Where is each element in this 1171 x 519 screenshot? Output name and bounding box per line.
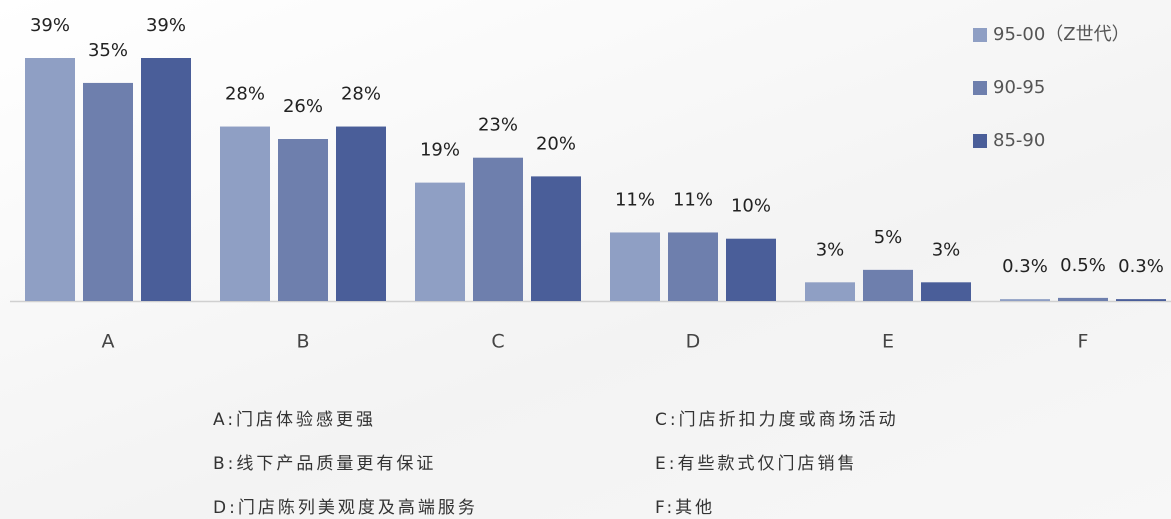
value-label: 11%: [615, 189, 655, 210]
note: F:其他: [655, 498, 715, 518]
value-label: 39%: [146, 15, 186, 36]
value-label: 10%: [731, 196, 771, 217]
note: B:线下产品质量更有保证: [213, 454, 436, 474]
bar: [278, 139, 328, 301]
value-label: 28%: [225, 84, 265, 105]
x-tick-label: E: [882, 331, 894, 353]
legend-label: 85-90: [993, 130, 1045, 151]
bar: [1116, 299, 1166, 301]
value-label: 28%: [341, 84, 381, 105]
bar: [336, 126, 386, 302]
x-tick-label: B: [296, 331, 309, 353]
bar: [668, 232, 718, 301]
bar: [141, 58, 191, 301]
value-label: 5%: [874, 227, 903, 248]
legend-label: 95-00（Z世代）: [993, 24, 1130, 45]
value-label: 26%: [283, 96, 323, 117]
bar: [415, 182, 465, 301]
note: A:门店体验感更强: [213, 410, 376, 430]
note: D:门店陈列美观度及高端服务: [213, 498, 478, 518]
note: C:门店折扣力度或商场活动: [655, 410, 899, 430]
note: E:有些款式仅门店销售: [655, 454, 857, 474]
bar: [531, 176, 581, 301]
value-label: 11%: [673, 189, 713, 210]
legend-swatch: [973, 28, 987, 42]
value-label: 35%: [88, 40, 128, 61]
bar: [83, 82, 133, 301]
bar: [25, 58, 75, 301]
legend-swatch: [973, 134, 987, 148]
bar: [863, 269, 913, 301]
x-tick-label: F: [1078, 331, 1089, 353]
value-label: 19%: [420, 140, 460, 161]
legend-label: 90-95: [993, 77, 1045, 98]
bar: [1058, 297, 1108, 301]
value-label: 0.3%: [1002, 256, 1048, 277]
bar: [220, 126, 270, 302]
x-tick-label: C: [491, 331, 504, 353]
bar: [726, 238, 776, 301]
value-label: 23%: [478, 115, 518, 136]
bar: [921, 282, 971, 301]
value-label: 0.5%: [1060, 255, 1106, 276]
legend-swatch: [973, 81, 987, 95]
x-tick-label: A: [102, 331, 115, 353]
value-label: 39%: [30, 15, 70, 36]
bar: [610, 232, 660, 301]
value-label: 3%: [932, 239, 961, 260]
x-tick-label: D: [686, 331, 701, 353]
value-label: 20%: [536, 133, 576, 154]
bar: [805, 282, 855, 301]
value-label: 3%: [816, 239, 845, 260]
value-label: 0.3%: [1118, 256, 1164, 277]
bar: [473, 157, 523, 301]
bar: [1000, 299, 1050, 301]
